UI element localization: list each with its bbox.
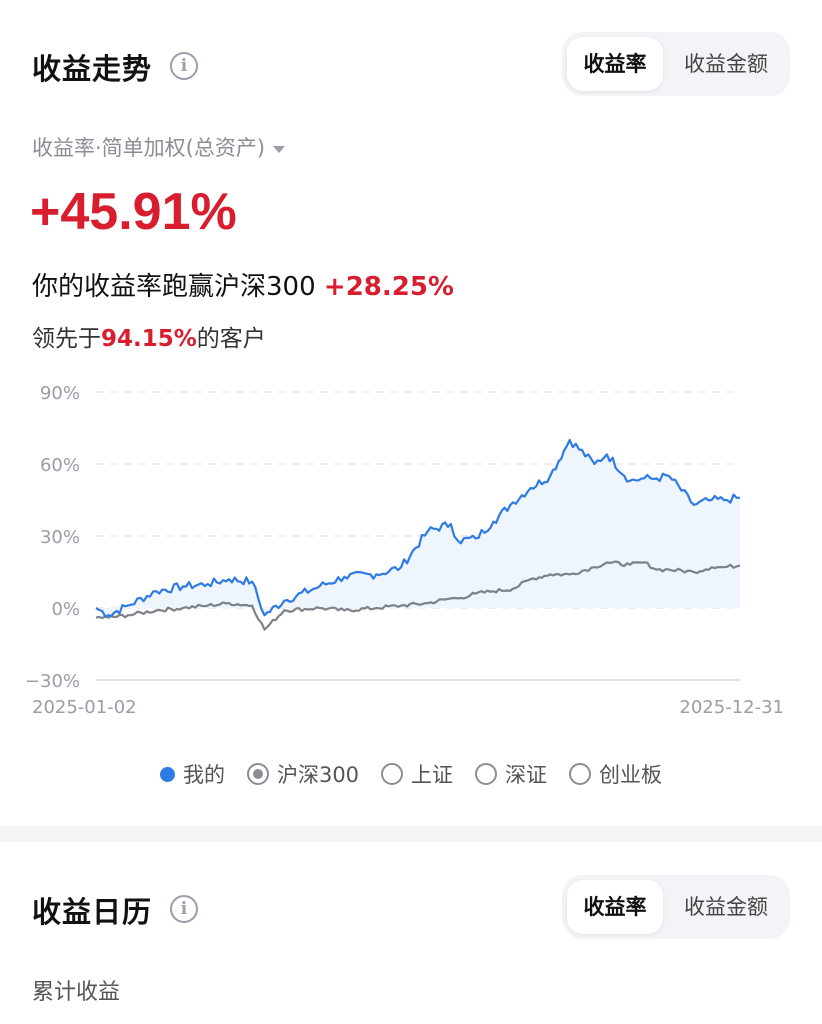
calendar-tab-switch: 收益率 收益金额: [562, 875, 790, 939]
legend-label: 我的: [182, 763, 225, 787]
caret-down-icon: [273, 145, 286, 153]
trend-tab-switch: 收益率 收益金额: [562, 32, 790, 96]
tab-return-rate[interactable]: 收益率: [567, 880, 663, 934]
y-tick-label: 30%: [40, 527, 80, 548]
ranking-prefix: 领先于: [32, 326, 101, 352]
benchmark-comparison-text: 你的收益率跑赢沪深300: [32, 272, 324, 302]
legend-item-mine[interactable]: 我的: [159, 758, 225, 790]
legend-dot-icon: [159, 766, 175, 782]
cumulative-return-label: 累计收益: [32, 980, 121, 1005]
benchmark-comparison: 你的收益率跑赢沪深300 +28.25%: [32, 266, 454, 303]
trend-header: 收益走势 i 收益率 收益金额: [0, 32, 822, 102]
total-return: +45.91%: [30, 183, 237, 241]
return-type-selector[interactable]: 收益率·简单加权(总资产): [32, 132, 286, 162]
legend-label: 上证: [411, 763, 454, 787]
return-type-label: 收益率·简单加权(总资产): [32, 136, 266, 160]
x-tick-label: 2025-12-31: [679, 697, 784, 718]
radio-icon: [475, 763, 498, 785]
benchmark-excess-return: +28.25%: [323, 272, 454, 302]
legend-item-sse[interactable]: 上证: [381, 758, 453, 790]
y-tick-label: 60%: [40, 455, 80, 476]
info-icon[interactable]: i: [170, 52, 198, 80]
y-tick-label: 0%: [51, 599, 80, 620]
legend-label: 深证: [505, 763, 548, 787]
legend-item-chinext[interactable]: 创业板: [569, 758, 662, 790]
calendar-title: 收益日历: [32, 895, 153, 929]
ranking-suffix: 的客户: [196, 326, 266, 352]
y-tick-label: 90%: [40, 383, 80, 404]
series-area-mine: [96, 440, 740, 617]
x-tick-label: 2025-01-02: [32, 697, 137, 718]
radio-checked-icon: [246, 763, 269, 785]
return-trend-chart[interactable]: 90% 60% 30% 0% −30% 2025-01-02 2025-12-31: [0, 372, 822, 722]
info-icon[interactable]: i: [170, 895, 198, 923]
ranking-value: 94.15%: [101, 326, 197, 352]
radio-icon: [381, 763, 404, 785]
calendar-header: 收益日历 i 收益率 收益金额: [0, 875, 822, 945]
legend-label: 创业板: [599, 763, 663, 787]
tab-return-amount[interactable]: 收益金额: [684, 895, 768, 919]
chart-legend: 我的 沪深300 上证 深证 创业板: [0, 758, 822, 790]
series-line-mine: [95, 438, 740, 618]
legend-label: 沪深300: [276, 763, 360, 787]
radio-icon: [569, 763, 592, 785]
legend-item-hs300[interactable]: 沪深300: [246, 758, 360, 790]
section-divider: [0, 826, 822, 842]
tab-return-amount[interactable]: 收益金额: [684, 52, 768, 76]
y-tick-label: −30%: [25, 671, 80, 692]
tab-return-rate[interactable]: 收益率: [567, 37, 663, 91]
series-line-hs300: [95, 560, 741, 631]
customer-ranking: 领先于94.15%的客户: [32, 319, 266, 353]
legend-item-szse[interactable]: 深证: [475, 758, 547, 790]
trend-title: 收益走势: [32, 52, 153, 86]
